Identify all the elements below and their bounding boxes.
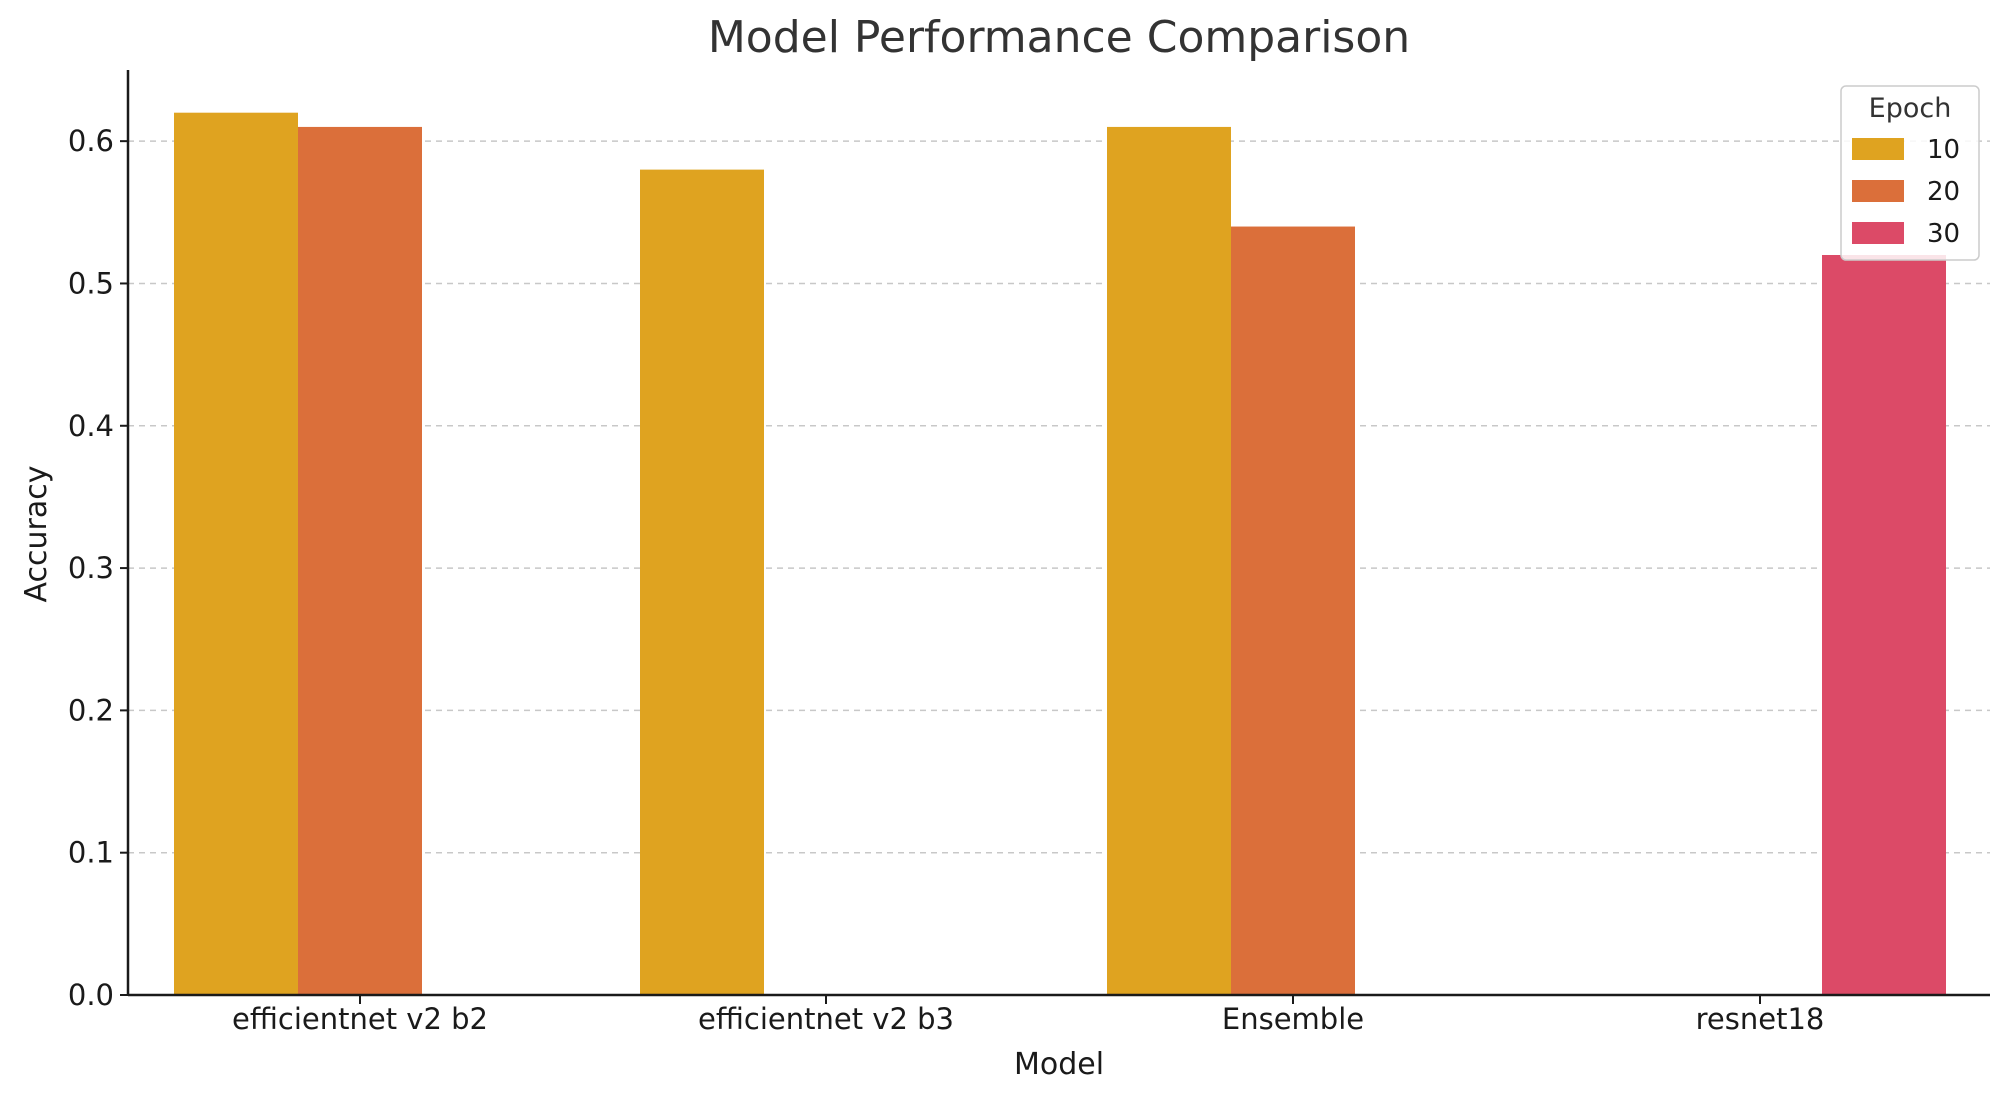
legend-label: 20 [1927, 177, 1960, 207]
y-tick-label: 0.5 [68, 266, 114, 300]
x-ticks: efficientnet v2 b2 efficientnet v2 b3 Ense… [232, 995, 1824, 1036]
y-axis-title: Accuracy [19, 466, 54, 603]
legend-label: 10 [1927, 135, 1960, 165]
bar-efficientnet-v2-b3-epoch-10 [640, 169, 764, 996]
legend-box [1840, 85, 1980, 261]
bar-efficientnet-v2-b2-epoch-10 [174, 112, 298, 995]
legend-items: 10 20 30 [1852, 135, 1960, 249]
y-tick-label: 0.4 [68, 409, 114, 443]
bar-ensemble-epoch-10 [1107, 126, 1231, 995]
y-ticks: 0.0 0.1 0.2 0.3 0.4 0.5 0.6 [68, 124, 128, 1012]
bar-ensemble-epoch-20 [1231, 226, 1355, 996]
bar-resnet18-epoch-30 [1822, 255, 1946, 995]
legend: Epoch 10 20 30 [1840, 85, 1980, 261]
x-tick-label: Ensemble [1222, 1002, 1364, 1036]
legend-swatch [1852, 222, 1904, 244]
y-tick-label: 0.0 [68, 978, 114, 1012]
bars [174, 112, 1946, 996]
y-tick-label: 0.1 [68, 836, 114, 870]
legend-label: 30 [1927, 219, 1960, 249]
y-tick-label: 0.3 [68, 551, 114, 585]
bar-efficientnet-v2-b2-epoch-20 [298, 126, 422, 995]
legend-swatch [1852, 138, 1904, 160]
gridlines [128, 140, 1990, 854]
x-tick-label: efficientnet v2 b2 [232, 1002, 488, 1036]
x-tick-label: efficientnet v2 b3 [698, 1002, 954, 1036]
legend-title: Epoch [1869, 93, 1952, 124]
x-tick-label: resnet18 [1696, 1002, 1825, 1036]
chart-title: Model Performance Comparison [708, 12, 1410, 63]
x-axis-title: Model [1014, 1047, 1104, 1082]
axes [126, 70, 1990, 997]
y-tick-label: 0.6 [68, 124, 114, 158]
y-tick-label: 0.2 [68, 693, 114, 727]
legend-swatch [1852, 180, 1904, 202]
